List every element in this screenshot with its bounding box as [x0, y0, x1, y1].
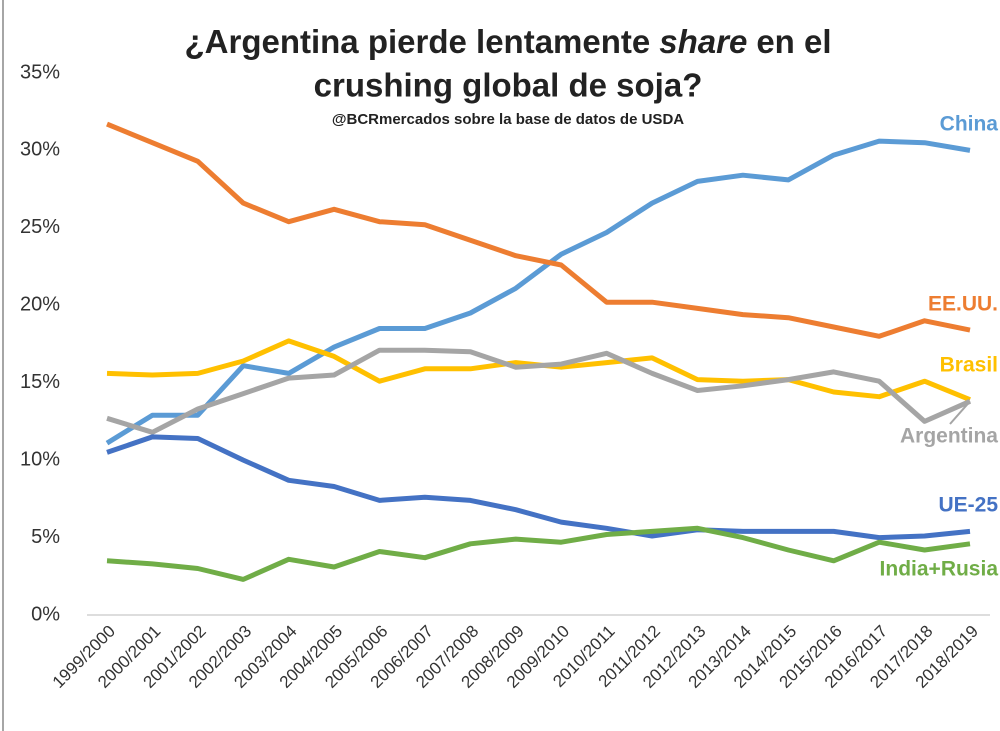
chart-title: crushing global de soja?	[314, 67, 703, 104]
series-label: India+Rusia	[880, 558, 999, 581]
y-tick-label: 15%	[20, 371, 60, 393]
series-line	[105, 138, 971, 446]
leader-line	[949, 400, 971, 425]
series-label: Argentina	[900, 425, 998, 448]
series-line	[106, 347, 972, 435]
chart-title: ¿Argentina pierde lentamente share en el	[184, 23, 831, 60]
chart-subtitle: @BCRmercados sobre la base de datos de U…	[332, 111, 684, 128]
series-label: EE.UU.	[928, 293, 998, 316]
y-tick-label: 35%	[20, 61, 60, 83]
y-tick-label: 25%	[20, 216, 60, 238]
y-tick-label: 0%	[31, 603, 60, 625]
series-label: UE-25	[938, 494, 998, 517]
y-tick-label: 5%	[31, 526, 60, 548]
series-line	[106, 121, 971, 339]
series-label: China	[940, 113, 999, 136]
series-line	[106, 525, 971, 582]
series-line	[106, 434, 971, 541]
y-tick-label: 30%	[20, 139, 60, 161]
series-label: Brasil	[940, 354, 998, 377]
y-tick-label: 20%	[20, 294, 60, 316]
y-tick-label: 10%	[20, 448, 60, 470]
